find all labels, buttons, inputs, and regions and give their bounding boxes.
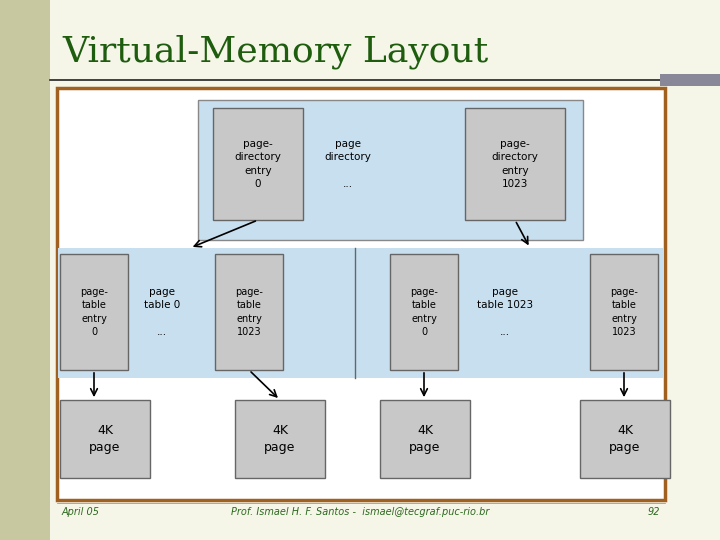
FancyBboxPatch shape xyxy=(380,400,470,478)
Text: page
directory

...: page directory ... xyxy=(325,139,372,189)
FancyBboxPatch shape xyxy=(60,254,128,370)
Text: 4K
page: 4K page xyxy=(89,424,121,454)
FancyBboxPatch shape xyxy=(60,400,150,478)
FancyBboxPatch shape xyxy=(198,100,583,240)
Text: page-
directory
entry
0: page- directory entry 0 xyxy=(235,139,282,189)
FancyBboxPatch shape xyxy=(235,400,325,478)
Text: Virtual-Memory Layout: Virtual-Memory Layout xyxy=(62,35,488,69)
Text: Prof. Ismael H. F. Santos -  ismael@tecgraf.puc-rio.br: Prof. Ismael H. F. Santos - ismael@tecgr… xyxy=(231,507,489,517)
Text: 4K
page: 4K page xyxy=(409,424,441,454)
Text: page-
table
entry
0: page- table entry 0 xyxy=(410,287,438,337)
FancyBboxPatch shape xyxy=(215,254,283,370)
FancyBboxPatch shape xyxy=(590,254,658,370)
Text: page
table 1023

...: page table 1023 ... xyxy=(477,287,533,337)
Text: page-
table
entry
0: page- table entry 0 xyxy=(80,287,108,337)
Text: April 05: April 05 xyxy=(62,507,100,517)
Text: 92: 92 xyxy=(647,507,660,517)
FancyBboxPatch shape xyxy=(580,400,670,478)
FancyBboxPatch shape xyxy=(58,248,664,378)
FancyBboxPatch shape xyxy=(390,254,458,370)
FancyBboxPatch shape xyxy=(660,74,720,86)
Text: page-
directory
entry
1023: page- directory entry 1023 xyxy=(492,139,539,189)
Text: page
table 0

...: page table 0 ... xyxy=(144,287,180,337)
Text: page-
table
entry
1023: page- table entry 1023 xyxy=(235,287,263,337)
Text: page-
table
entry
1023: page- table entry 1023 xyxy=(610,287,638,337)
Text: 4K
page: 4K page xyxy=(264,424,296,454)
FancyBboxPatch shape xyxy=(0,0,50,540)
Text: 4K
page: 4K page xyxy=(609,424,641,454)
FancyBboxPatch shape xyxy=(57,88,665,500)
FancyBboxPatch shape xyxy=(465,108,565,220)
FancyBboxPatch shape xyxy=(213,108,303,220)
